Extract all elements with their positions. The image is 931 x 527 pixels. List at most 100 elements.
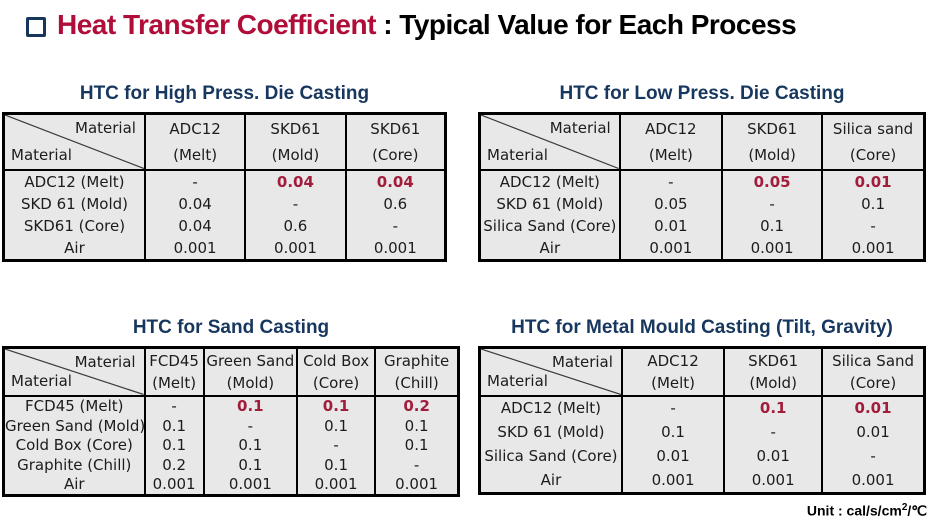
slide-title-text: Heat Transfer Coefficient : Typical Valu… (57, 8, 797, 42)
value-cell: - (202, 416, 297, 436)
table-row: FCD45 (Melt) -0.1 0.1 0.2 (4, 395, 459, 417)
value-cell: 0.001 (821, 467, 925, 494)
value-cell: 0.001 (202, 474, 297, 496)
corner-label-row: Material (487, 145, 548, 164)
value-cell: - (620, 395, 725, 421)
slide-title: Heat Transfer Coefficient : Typical Valu… (26, 8, 797, 42)
value-cell: 0.01 (821, 395, 925, 421)
row-label: ADC12 (Melt) (499, 172, 600, 191)
column-header: SKD61 (Mold) (721, 113, 823, 171)
value-cell: - (344, 214, 446, 237)
value-cell: 0.001 (821, 236, 925, 261)
value-cell: 0.001 (143, 474, 204, 496)
value-cell: 0.1 (723, 395, 823, 421)
corner-label-column: Material (551, 353, 613, 371)
corner-cell: Material Material (3, 347, 145, 397)
value-cell: 0.01 (821, 420, 925, 445)
header-row: Material Material ADC12 (Melt) SKD61 (Mold) Si… (479, 347, 925, 397)
table-row: Air 0.001 0.001 0.001 (480, 236, 925, 261)
value-cell: 0.001 (721, 236, 823, 261)
row-label: FCD45 (Melt) (25, 397, 124, 416)
value-cell: 0.1 (202, 435, 297, 455)
value-cell: - (295, 435, 376, 455)
row-label: Air (540, 470, 562, 489)
value-cell: 0.001 (295, 474, 376, 496)
row-label: Green Sand (Mold) (5, 416, 145, 435)
value-cell: 0.04 (143, 214, 246, 237)
value-cell: 0.1 (620, 420, 725, 445)
table-row: Graphite (Chill) 0.2 0.1 0.1- (4, 454, 459, 475)
value-cell: 0.01 (618, 214, 723, 237)
table-row: Silica Sand (Core) 0.01 0.01- (480, 444, 925, 468)
value-cell: - (723, 420, 823, 445)
column-header: SKD61 (Core) (344, 113, 446, 171)
row-label: ADC12 (Melt) (24, 172, 125, 191)
value-cell: 0.001 (620, 467, 725, 494)
unit-note-prefix: Unit : cal/s/cm (806, 502, 902, 519)
corner-label-row: Material (11, 145, 72, 164)
value-cell: 0.1 (821, 192, 925, 215)
table-row: Green Sand (Mold) 0.1-0.1 0.1 (4, 416, 459, 436)
table-title-low-press: HTC for Low Press. Die Casting (559, 83, 845, 104)
row-label: Air (539, 238, 561, 257)
corner-label-column: Material (74, 353, 136, 371)
value-cell: - (821, 444, 925, 468)
value-cell: 0.1 (295, 395, 376, 417)
value-cell: 0.001 (723, 467, 823, 494)
square-outline-icon (26, 16, 46, 37)
row-label: Air (64, 238, 85, 257)
value-cell: 0.1 (295, 416, 376, 436)
table-title-high-press: HTC for High Press. Die Casting (79, 83, 370, 104)
column-header: Green Sand (Mold) (202, 347, 297, 397)
table-title-metal-mould: HTC for Metal Mould Casting (Tilt, Gravi… (511, 317, 893, 338)
column-header: Graphite (Chill) (374, 347, 459, 397)
value-cell: - (721, 192, 823, 215)
column-header: FCD45 (Melt) (143, 347, 204, 397)
value-cell: 0.1 (202, 395, 297, 417)
value-cell: 0.04 (344, 169, 446, 193)
value-cell: 0.1 (143, 416, 204, 436)
header-row: Material Material ADC12 (Melt) SKD61 (Mold) Si… (479, 113, 925, 171)
corner-label-column: Material (75, 119, 136, 137)
corner-cell: Material Material (3, 113, 145, 171)
htc-table-high-press: Material Material ADC12 (Melt) SKD61 (Mold) SK… (2, 112, 447, 262)
value-cell: 0.1 (143, 435, 204, 455)
value-cell: 0.001 (244, 236, 346, 261)
panel-metal-mould-casting: HTC for Metal Mould Casting (Tilt, Gravi… (478, 316, 926, 495)
row-label: SKD 61 (Mold) (20, 194, 128, 213)
slide-title-rest: : Typical Value for Each Process (375, 9, 797, 40)
value-cell: 0.1 (374, 416, 459, 436)
value-cell: 0.1 (721, 214, 823, 237)
diagonal-line (481, 115, 619, 169)
row-label: Silica Sand (Core) (484, 446, 618, 465)
row-label: SKD61 (Core) (23, 216, 126, 235)
panel-sand-casting: HTC for Sand Casting Material Material FCD… (2, 316, 460, 497)
htc-table-low-press: Material Material ADC12 (Melt) SKD61 (Mold) Si… (478, 112, 926, 262)
value-cell: 0.001 (618, 236, 723, 261)
corner-cell: Material Material (479, 347, 622, 397)
column-header: SKD61 (Mold) (244, 113, 346, 171)
row-label: Air (63, 475, 85, 494)
table-row: SKD 61 (Mold) 0.1-0.01 (480, 420, 925, 445)
unit-note-suffix: /℃ (907, 502, 927, 519)
corner-label-row: Material (487, 371, 548, 390)
row-label: SKD 61 (Mold) (497, 423, 605, 442)
diagonal-line (481, 349, 621, 395)
column-header: ADC12 (Melt) (620, 347, 725, 397)
corner-label-column: Material (549, 119, 611, 137)
value-cell: - (143, 395, 204, 417)
column-header: ADC12 (Melt) (143, 113, 246, 171)
row-label: SKD 61 (Mold) (496, 194, 604, 213)
table-row: ADC12 (Melt) -0.05 0.01 (480, 169, 925, 193)
value-cell: - (374, 454, 459, 475)
table-row: Cold Box (Core) 0.1 0.1-0.1 (4, 435, 459, 455)
table-row: ADC12 (Melt) -0.1 0.01 (480, 395, 925, 421)
value-cell: - (618, 169, 723, 193)
header-row: Material Material ADC12 (Melt) SKD61 (Mold) SK… (3, 113, 446, 171)
value-cell: - (143, 169, 246, 193)
column-header: SKD61 (Mold) (723, 347, 823, 397)
row-label: Silica Sand (Core) (483, 216, 617, 235)
panel-high-press-die-casting: HTC for High Press. Die Casting Material… (2, 82, 447, 262)
value-cell: 0.001 (374, 474, 459, 496)
row-label: Graphite (Chill) (17, 455, 132, 474)
